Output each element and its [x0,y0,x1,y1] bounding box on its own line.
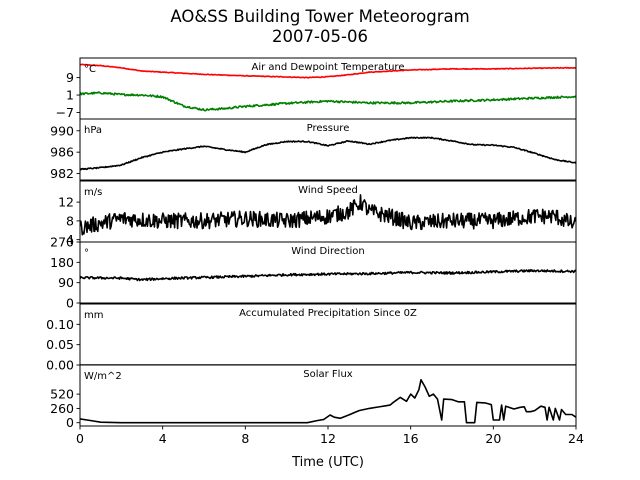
panel-5-title: Solar Flux [303,369,353,380]
panel-4-ytick-label-2: 0.00 [46,358,74,373]
panel-3-ytick-label-3: 0 [66,296,74,311]
panel-5-series-0-line [80,379,576,424]
panel-4-ytick-label-1: 0.05 [46,337,74,352]
panel-5-unit-label: W/m^2 [84,371,122,382]
chart-title-line2: 2007-05-06 [272,27,368,46]
panel-4-title: Accumulated Precipitation Since 0Z [239,308,417,319]
panel-0-title: Air and Dewpoint Temperature [252,62,405,73]
panel-1-ytick-label-0: 990 [50,123,74,138]
panel-5-ytick-label-1: 260 [50,401,74,416]
panel-4-ytick-label-0: 0.10 [46,317,74,332]
panel-1-title: Pressure [307,123,350,134]
panel-1-series-0-line [80,136,576,171]
panel-2-ytick-label-1: 8 [66,213,74,228]
xtick-label-0: 0 [76,431,84,446]
panel-0-unit-label: °C [84,64,96,75]
panel-1-ytick-label-1: 986 [50,145,74,160]
xtick-label-1: 4 [159,431,167,446]
panel-0-ytick-label-2: −7 [56,105,74,120]
panel-4-unit-label: mm [84,310,103,321]
panel-1-ytick-label-2: 982 [50,166,74,181]
panel-2-ytick-label-0: 12 [58,195,74,210]
panel-2-title: Wind Speed [298,185,358,196]
x-axis-label: Time (UTC) [291,455,364,470]
panel-1-frame [79,118,577,181]
panel-3-series-0-line [80,269,576,282]
panel-3-ytick-label-1: 180 [50,255,74,270]
xtick-label-6: 24 [568,431,584,446]
panel-3-unit-label: ° [84,248,89,259]
chart-title-line1: AO&SS Building Tower Meteorogram [170,7,470,26]
panel-5-ytick-label-0: 520 [50,387,74,402]
panel-1-unit-label: hPa [84,125,102,136]
panel-0-ytick-label-0: 9 [66,70,74,85]
panel-0-ytick-label-1: 1 [66,88,74,103]
xtick-label-2: 8 [241,431,249,446]
xtick-label-4: 16 [403,431,419,446]
panel-3-title: Wind Direction [291,246,365,257]
panel-0-series-0-line [80,63,576,79]
panel-5-ytick-label-2: 0 [66,415,74,430]
panel-3-ytick-label-2: 90 [58,275,74,290]
panel-3-ytick-label-0: 270 [50,235,74,250]
panel-2-series-0-line [80,194,576,236]
panel-3-frame [79,241,577,304]
panel-0-series-1-line [80,91,576,112]
panel-2-ytick-label-2: 4 [66,232,74,247]
panel-2-unit-label: m/s [84,187,102,198]
xtick-label-5: 20 [485,431,501,446]
xtick-label-3: 12 [320,431,336,446]
